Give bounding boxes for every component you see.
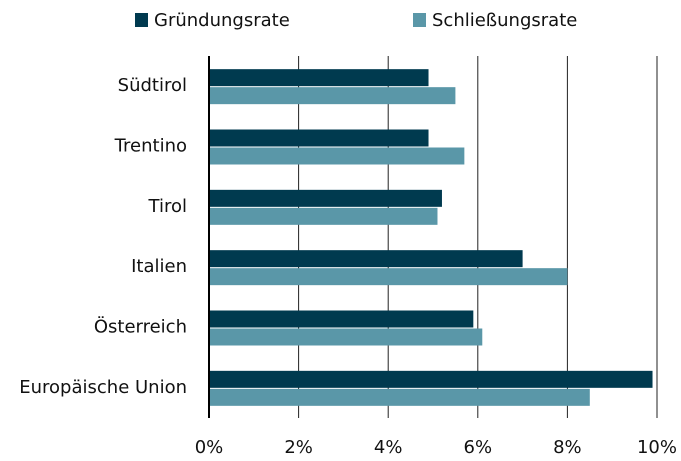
- legend-label: Schließungsrate: [432, 10, 577, 31]
- bar: [209, 147, 465, 165]
- bar: [209, 69, 429, 87]
- x-tick-label: 0%: [195, 437, 224, 458]
- bar: [209, 370, 653, 388]
- bar: [209, 207, 438, 225]
- x-tick-label: 2%: [284, 437, 313, 458]
- x-tick-label: 8%: [553, 437, 582, 458]
- y-tick-label: Österreich: [94, 316, 187, 338]
- y-tick-label: Tirol: [148, 196, 187, 217]
- y-tick-label: Trentino: [114, 136, 187, 157]
- bar: [209, 129, 429, 147]
- legend-swatch: [413, 13, 426, 27]
- bar: [209, 87, 456, 105]
- legend-swatch: [135, 13, 148, 27]
- bar: [209, 268, 568, 286]
- y-tick-label: Europäische Union: [19, 377, 187, 398]
- legend-label: Gründungsrate: [154, 10, 290, 31]
- x-tick-label: 10%: [637, 437, 677, 458]
- bar: [209, 310, 474, 328]
- bar: [209, 388, 590, 406]
- bar: [209, 189, 442, 207]
- bar: [209, 250, 523, 268]
- bar: [209, 328, 483, 346]
- x-tick-label: 4%: [374, 437, 403, 458]
- y-tick-label: Italien: [131, 256, 187, 277]
- x-tick-label: 6%: [464, 437, 493, 458]
- y-tick-label: Südtirol: [118, 75, 187, 96]
